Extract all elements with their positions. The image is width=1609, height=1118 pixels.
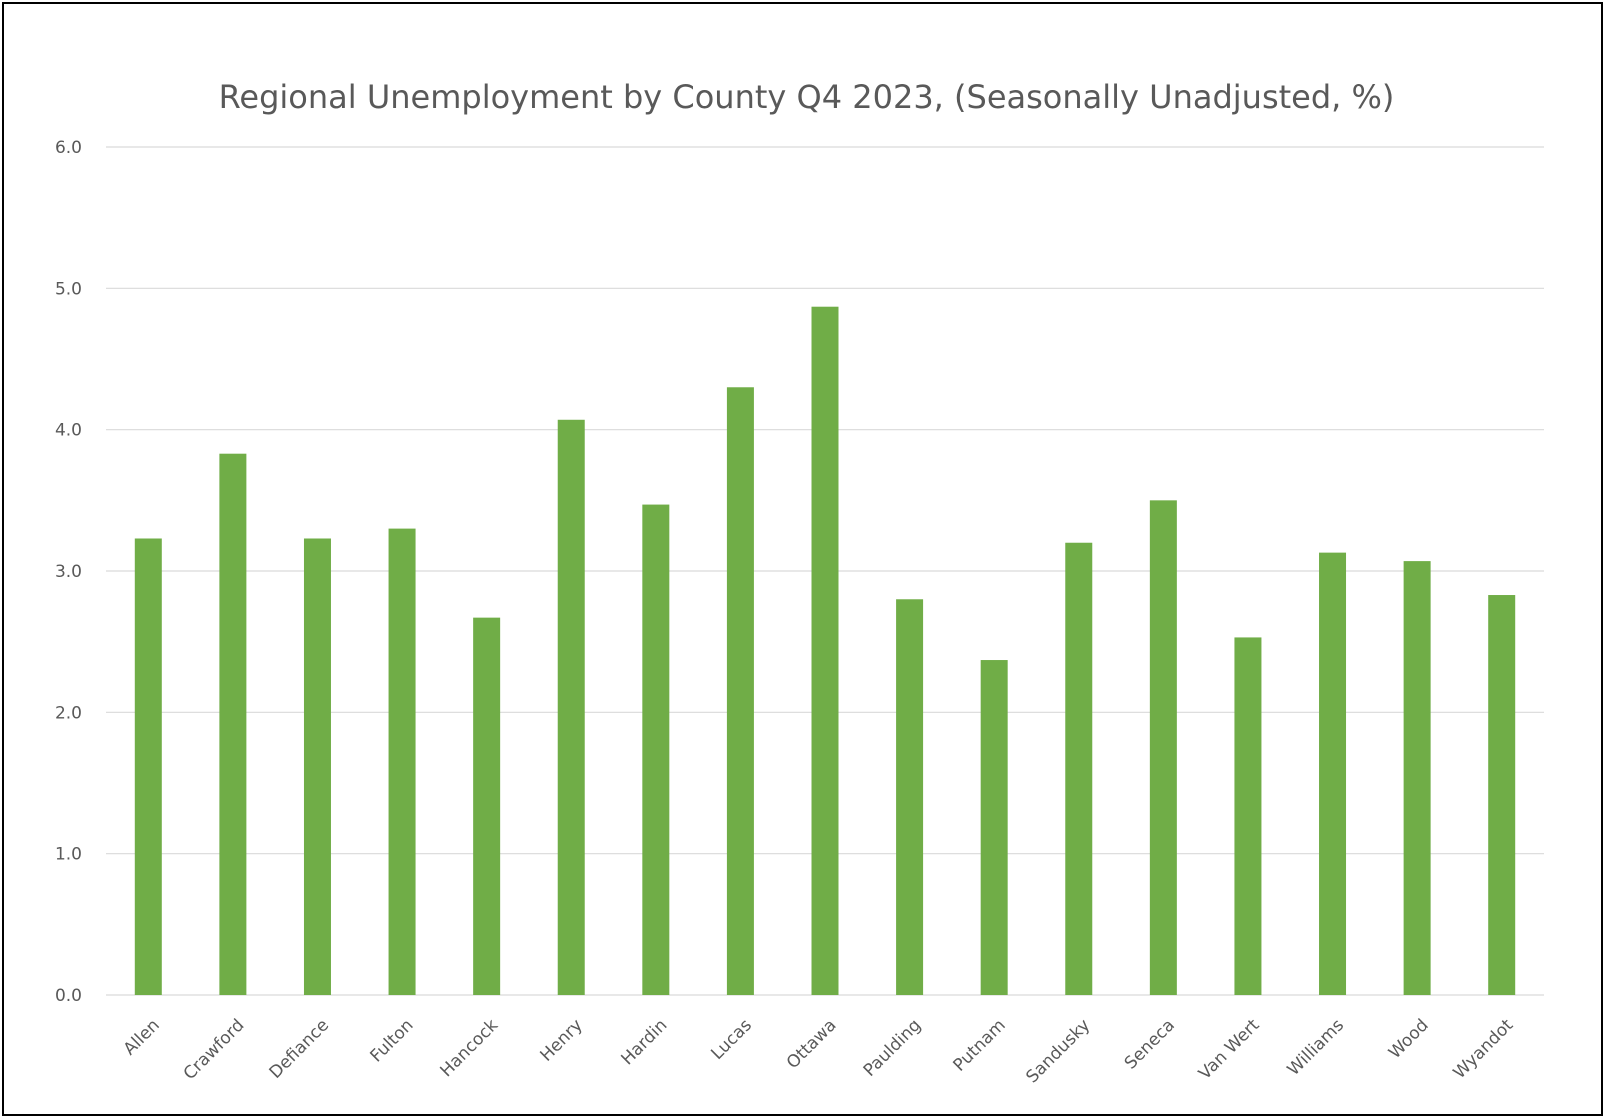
x-tick-label: Henry [537,1015,587,1065]
y-tick-label: 0.0 [55,986,82,1006]
x-tick-label: Van Wert [1195,1015,1264,1084]
x-tick-label: Williams [1284,1015,1349,1080]
bar-paulding [896,599,924,995]
y-tick-label: 2.0 [55,703,82,723]
bar-wood [1403,561,1431,995]
x-tick-label: Lucas [707,1015,756,1064]
x-tick-label: Ottawa [783,1015,841,1073]
bar-van-wert [1234,637,1262,995]
bar-wyandot [1488,595,1516,995]
x-tick-label: Wyandot [1450,1015,1518,1083]
bar-fulton [388,528,416,995]
x-tick-label: Putnam [949,1015,1009,1075]
x-tick-label: Paulding [860,1015,925,1080]
x-tick-label: Crawford [180,1015,249,1084]
x-tick-label: Allen [120,1015,164,1059]
bar-ottawa [811,306,839,995]
y-tick-label: 3.0 [55,562,82,582]
y-axis-tick-labels: 0.0 1.0 2.0 3.0 4.0 5.0 6.0 [55,138,82,1006]
x-tick-label: Seneca [1121,1015,1179,1073]
bar-hardin [642,504,670,995]
bars [134,306,1516,996]
x-tick-label: Hancock [436,1015,502,1081]
x-tick-label: Hardin [617,1015,671,1069]
bar-putnam [980,660,1008,995]
bar-defiance [303,538,331,995]
bar-seneca [1149,500,1177,995]
bar-lucas [726,387,754,995]
bar-sandusky [1065,542,1093,995]
y-tick-label: 5.0 [55,279,82,299]
bar-williams [1319,552,1347,995]
chart-title: Regional Unemployment by County Q4 2023,… [218,78,1395,116]
y-tick-label: 6.0 [55,138,82,158]
y-tick-label: 4.0 [55,421,82,441]
bar-henry [557,419,585,996]
x-tick-label: Fulton [367,1015,418,1066]
x-tick-label: Defiance [266,1015,333,1082]
x-tick-label: Sandusky [1022,1015,1094,1087]
x-axis-tick-labels: Allen Crawford Defiance Fulton Hancock Henry H… [120,1015,1518,1087]
bar-chart: 0.0 1.0 2.0 3.0 4.0 5.0 6.0 Allen Crawford Defia… [55,138,1544,1087]
x-tick-label: Wood [1385,1015,1433,1063]
bar-allen [134,538,162,995]
bar-crawford [219,453,247,995]
y-tick-label: 1.0 [55,845,82,865]
bar-hancock [473,617,501,995]
